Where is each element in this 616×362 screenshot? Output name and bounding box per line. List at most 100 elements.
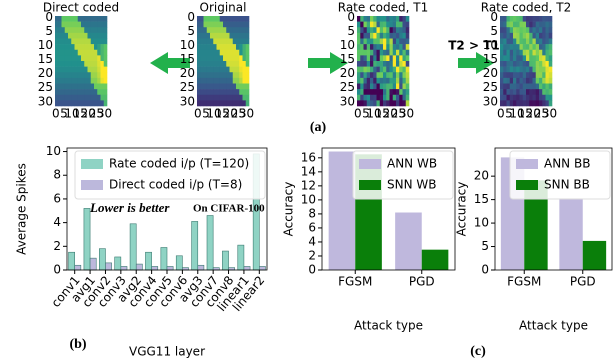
pixel [230, 44, 234, 50]
pixel [399, 100, 403, 106]
pixel [226, 44, 230, 50]
pixel [81, 84, 85, 90]
y-tick-label: 0 [53, 263, 61, 277]
pixel [88, 22, 92, 28]
pixel [546, 78, 550, 84]
pixel [220, 78, 224, 84]
pixel [533, 100, 537, 106]
pixel [71, 100, 75, 106]
pixel [360, 50, 364, 56]
pixel [360, 61, 364, 67]
pixel [357, 50, 361, 56]
pixel [62, 89, 66, 95]
pixel [536, 27, 540, 33]
pixel [539, 78, 543, 84]
pixel [217, 72, 221, 78]
pixel [357, 44, 361, 50]
pixel [360, 72, 364, 78]
pixel [217, 33, 221, 39]
pixel [542, 16, 546, 22]
pixel [207, 16, 211, 22]
pixel [390, 84, 394, 90]
image-x-tick-label: 0 [497, 107, 505, 121]
pixel [233, 61, 237, 67]
pixel [380, 67, 384, 73]
pixel [58, 27, 62, 33]
pixel [536, 72, 540, 78]
pixel [213, 89, 217, 95]
pixel [536, 55, 540, 61]
pixel [236, 33, 240, 39]
pixel [399, 55, 403, 61]
y-tick-label: 10 [301, 192, 316, 206]
pixel [513, 27, 517, 33]
pixel [58, 50, 62, 56]
pixel [390, 72, 394, 78]
pixel [200, 44, 204, 50]
pixel [523, 95, 527, 101]
pixel [393, 89, 397, 95]
pixel [233, 72, 237, 78]
pixel [213, 39, 217, 45]
pixel [230, 16, 234, 22]
pixel [97, 39, 101, 45]
y-tick-label: 5 [481, 239, 489, 253]
pixel [213, 61, 217, 67]
pixel [390, 89, 394, 95]
pixel [197, 95, 201, 101]
pixel [71, 27, 75, 33]
pixel [78, 44, 82, 50]
pixel [523, 55, 527, 61]
image-x-tick-label: 30 [542, 107, 557, 121]
pixel [399, 39, 403, 45]
x-tick-label: PGD [570, 275, 596, 289]
legend-label: SNN WB [387, 178, 436, 192]
pixel [360, 89, 364, 95]
pixel [200, 100, 204, 106]
pixel [542, 100, 546, 106]
bar [207, 216, 213, 270]
pixel [243, 55, 247, 61]
pixel [529, 95, 533, 101]
pixel [507, 100, 511, 106]
pixel [380, 55, 384, 61]
pixel [396, 44, 400, 50]
pixel [357, 33, 361, 39]
pixel [507, 39, 511, 45]
pixel [71, 72, 75, 78]
bar [161, 247, 167, 270]
pixel [510, 50, 514, 56]
image-y-tick-label: 5 [347, 24, 355, 38]
pixel [210, 84, 214, 90]
pixel [104, 16, 108, 22]
pixel [386, 22, 390, 28]
pixel [406, 22, 410, 28]
pixel [220, 84, 224, 90]
pixel [101, 61, 105, 67]
pixel [91, 95, 95, 101]
pixel [204, 67, 208, 73]
pixel [91, 44, 95, 50]
pixel [200, 33, 204, 39]
pixel [75, 16, 79, 22]
pixel [549, 84, 553, 90]
pixel [377, 95, 381, 101]
pixel [546, 22, 550, 28]
pixel [520, 55, 524, 61]
pixel [84, 16, 88, 22]
pixel [213, 16, 217, 22]
pixel [399, 78, 403, 84]
pixel [364, 55, 368, 61]
pixel [523, 39, 527, 45]
pixel [510, 67, 514, 73]
pixel [367, 67, 371, 73]
pixel [226, 61, 230, 67]
pixel [390, 100, 394, 106]
pixel [210, 61, 214, 67]
pixel [357, 67, 361, 73]
pixel [513, 44, 517, 50]
pixel [364, 50, 368, 56]
pixel [500, 72, 504, 78]
pixel [104, 78, 108, 84]
pixel [58, 78, 62, 84]
